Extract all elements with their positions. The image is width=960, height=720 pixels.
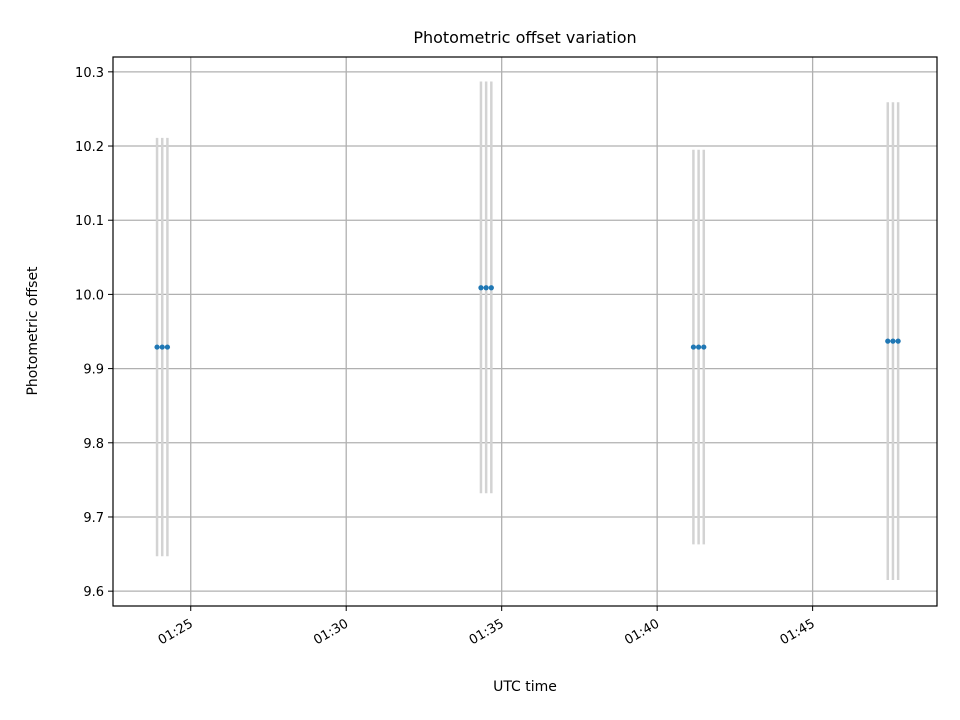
data-point — [488, 285, 494, 291]
data-point — [483, 285, 489, 291]
data-point — [890, 338, 896, 344]
y-tick-label: 9.7 — [83, 511, 104, 526]
x-axis-label: UTC time — [493, 679, 557, 695]
y-tick-label: 9.6 — [83, 585, 104, 600]
y-tick-label: 10.0 — [75, 288, 104, 303]
y-tick-label: 10.3 — [75, 66, 104, 81]
grid — [113, 57, 937, 606]
data-point — [701, 344, 707, 350]
y-tick-label: 10.1 — [75, 214, 104, 229]
x-tick-label: 01:30 — [311, 616, 351, 648]
data-point — [696, 344, 702, 350]
chart-title: Photometric offset variation — [413, 28, 636, 47]
data-point — [895, 338, 901, 344]
x-tick-label: 01:25 — [156, 616, 196, 648]
y-tick-label: 9.9 — [83, 363, 104, 378]
data-point — [154, 344, 160, 350]
data-point — [885, 338, 891, 344]
data-points — [154, 285, 901, 350]
y-tick-label: 9.8 — [83, 437, 104, 452]
x-tick-label: 01:45 — [778, 616, 818, 648]
data-point — [164, 344, 171, 350]
y-tick-label: 10.2 — [75, 140, 104, 155]
x-axis: 01:25 01:30 01:35 01:40 01:45 — [156, 606, 818, 648]
plot-frame — [112, 56, 938, 607]
data-point — [159, 344, 165, 350]
x-tick-label: 01:40 — [622, 616, 662, 648]
data-point — [478, 285, 484, 291]
data-point — [690, 344, 697, 350]
error-bars — [155, 81, 900, 581]
x-tick-label: 01:35 — [467, 616, 507, 648]
y-axis-label: Photometric offset — [25, 266, 41, 396]
y-axis: 9.6 9.7 9.8 9.9 10.0 10.1 10.2 10.3 — [75, 66, 113, 600]
